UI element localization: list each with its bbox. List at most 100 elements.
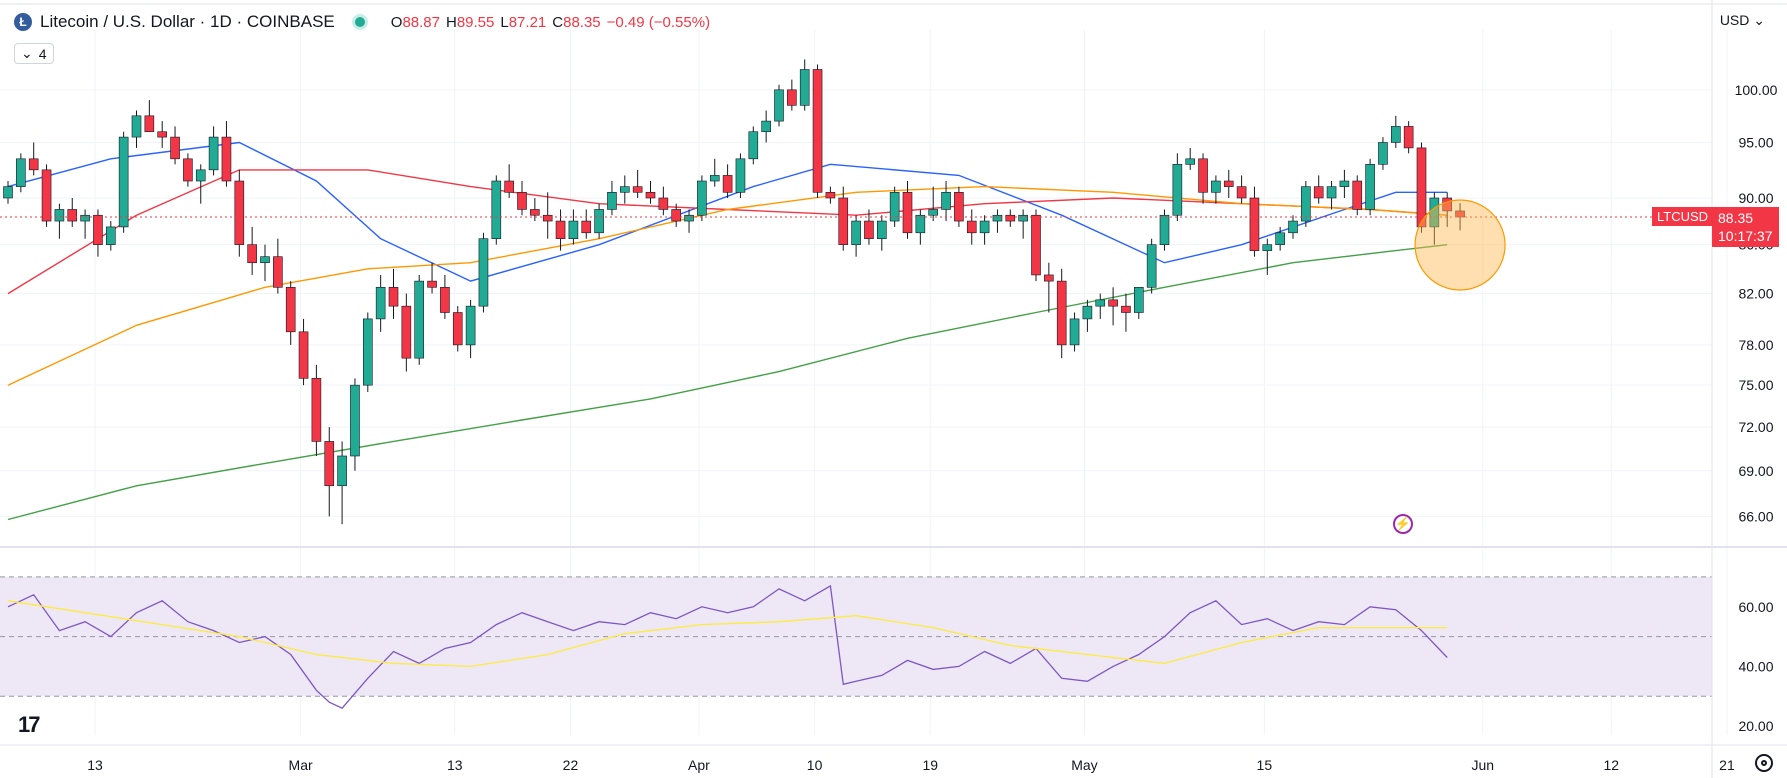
y-tick-label: 90.00 [1738,190,1773,206]
ma-line-ma-200 [7,244,1448,521]
candle-body [812,69,823,193]
highlight-circle [1414,199,1506,291]
candle-body [902,191,913,234]
settings-gear-icon[interactable] [1755,754,1773,772]
x-tick-label: 21 [1719,757,1735,773]
candle-body [298,331,309,379]
candle-body [208,136,219,171]
candle-body [1339,180,1350,187]
rsi-line-rsi-ma [7,600,1448,668]
candle-body [787,89,797,106]
indicators-toggle[interactable]: ⌄ 4 [14,43,54,64]
candle-body [992,214,1003,222]
ohlc-open: O88.87 [390,13,440,31]
candle-body [1198,158,1208,193]
candle-body [876,220,887,240]
candle-body [118,136,129,228]
ohlc-change: −0.49 (−0.55%) [606,13,711,31]
bar-countdown: 10:17:37 [1718,227,1773,244]
x-tick-label: May [1071,757,1097,773]
candle-body [80,214,90,222]
candle-body [427,280,437,288]
candle-body [1442,197,1452,212]
candle-body [221,136,232,182]
candle-body [106,226,116,245]
y-tick-label: 75.00 [1738,377,1773,393]
candle-body [1391,126,1401,143]
ohlc-values: O88.87 H89.55 L87.21 C88.35 −0.49 (−0.55… [391,14,710,31]
chevron-down-icon: ⌄ [21,45,33,61]
candle-body [530,209,540,216]
candle-body [838,197,849,245]
candle-body [144,115,155,133]
candle-body [440,287,450,313]
candle-body [234,180,245,245]
candle-body [41,169,52,222]
candle-body [568,220,579,240]
candle-body [1262,244,1273,251]
candle-body [170,136,180,160]
candle-body [966,220,977,234]
chart-header: Ł Litecoin / U.S. Dollar · 1D · COINBASE… [14,12,710,32]
candle-body [1416,147,1427,228]
x-tick-label: Apr [688,757,710,773]
candle-body [260,256,270,264]
candle-body [607,191,617,210]
y-tick-label: 66.00 [1738,508,1773,524]
candle-body [1146,244,1157,288]
candle-body [350,384,360,457]
candle-body [1082,305,1093,320]
y-tick-label: 82.00 [1738,286,1773,302]
candle-body [1031,214,1041,276]
candle-body [774,89,784,122]
currency-selector[interactable]: USD ⌄ [1719,12,1765,28]
candle-body [478,238,489,307]
candle-body [1288,220,1298,234]
candle-body [1056,280,1067,346]
candle-body [1185,158,1195,165]
symbol-title[interactable]: Litecoin / U.S. Dollar · 1D · COINBASE [40,12,335,31]
candle-body [54,209,65,222]
candle-body [1069,318,1080,346]
candle-body [658,197,669,210]
candle-body [1365,164,1375,210]
candle-body [851,220,861,245]
candle-body [517,191,527,210]
candle-body [1018,214,1028,222]
x-tick-label: 22 [563,757,579,773]
candle-body [1005,214,1016,222]
candle-body [1159,214,1170,245]
candle-body [594,209,604,234]
candle-body [684,214,694,222]
candle-body [632,186,643,193]
y-tick-label: 78.00 [1738,337,1773,353]
rsi-band [0,576,1712,697]
candle-body [1211,180,1221,193]
candle-body [1403,126,1414,149]
candle-body [16,158,26,187]
candle-body [1378,142,1388,165]
symbol-price-tag: LTCUSD [1652,206,1714,226]
rsi-tick-label: 60.00 [1738,599,1773,615]
overlays [0,199,1712,291]
tradingview-logo-icon[interactable]: 17 [18,712,41,737]
lightning-icon[interactable]: ⚡ [1393,514,1413,534]
candle-body [131,115,142,138]
candle-body [1352,180,1363,210]
x-tick-label: Jun [1472,757,1495,773]
candle-body [504,180,514,193]
last-price-box: 88.35 10:17:37 [1712,206,1779,247]
rsi-lines [7,584,1448,709]
candle-body [928,209,939,216]
candle-body [3,186,13,199]
candle-body [183,158,193,182]
candle-body [722,175,733,193]
candle-body [979,220,990,234]
candle-body [915,214,926,234]
candle-body [1134,287,1144,313]
candle-body [542,214,553,222]
candle-body [1172,164,1183,216]
candle-body [954,191,964,222]
